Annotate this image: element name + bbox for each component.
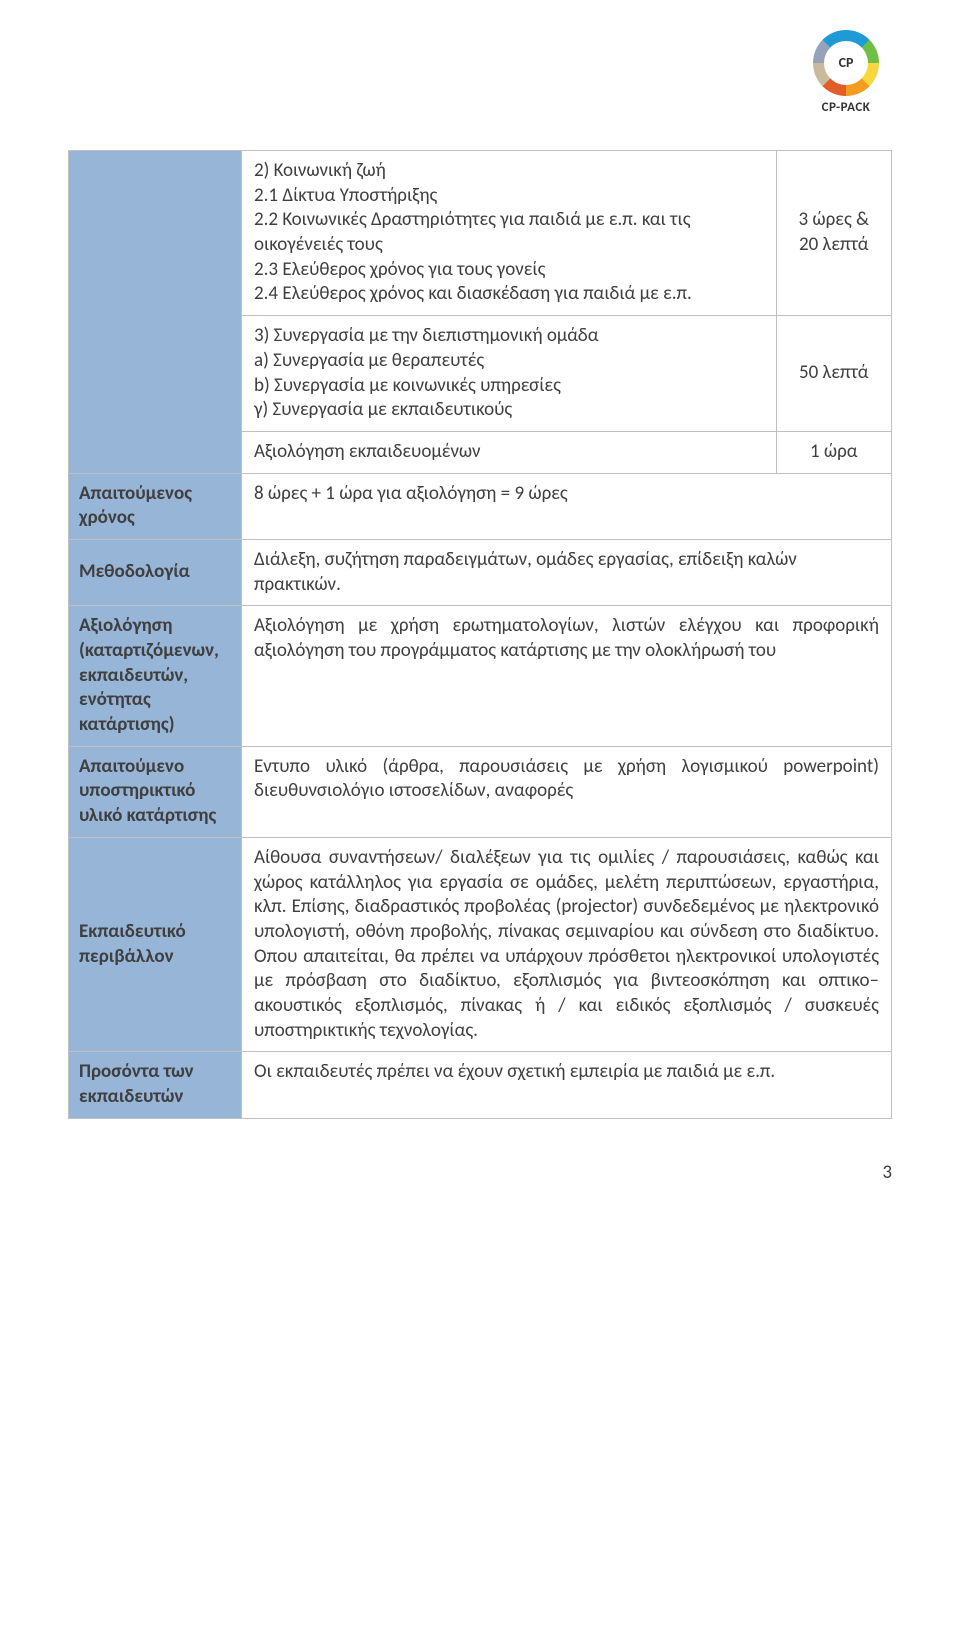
time-cell: 1 ώρα bbox=[776, 431, 891, 472]
logo-brand-text: CP-PACK bbox=[822, 100, 871, 117]
row-body: Οι εκπαιδευτές πρέπει να έχουν σχετική ε… bbox=[242, 1052, 892, 1118]
top-section-cell: 2) Κοινωνική ζωή2.1 Δίκτυα Υποστήριξης2.… bbox=[242, 151, 892, 474]
row-header: Απαιτούμενος χρόνος bbox=[69, 473, 242, 539]
top-content-cell: 3) Συνεργασία με την διεπιστημονική ομάδ… bbox=[242, 316, 776, 432]
content-line: 2) Κοινωνική ζωή bbox=[254, 159, 764, 184]
content-line: 3) Συνεργασία με την διεπιστημονική ομάδ… bbox=[254, 324, 764, 349]
content-line: 2.3 Ελεύθερος χρόνος για τους γονείς bbox=[254, 258, 764, 283]
row-body: Διάλεξη, συζήτηση παραδειγμάτων, ομάδες … bbox=[242, 539, 892, 605]
content-line: 2.2 Κοινωνικές Δραστηριότητες για παιδιά… bbox=[254, 208, 764, 257]
row-body: 8 ώρες + 1 ώρα για αξιολόγηση = 9 ώρες bbox=[242, 473, 892, 539]
top-content-cell: 2) Κοινωνική ζωή2.1 Δίκτυα Υποστήριξης2.… bbox=[242, 151, 776, 316]
time-cell: 50 λεπτά bbox=[776, 316, 891, 432]
row-body: Αξιολόγηση με χρήση ερωτηματολογίων, λισ… bbox=[242, 606, 892, 746]
row-body: Εντυπο υλικό (άρθρα, παρουσιάσεις με χρή… bbox=[242, 746, 892, 837]
content-line: Αξιολόγηση εκπαιδευομένων bbox=[254, 440, 764, 465]
top-section-inner-table: 2) Κοινωνική ζωή2.1 Δίκτυα Υποστήριξης2.… bbox=[242, 151, 891, 473]
content-line: 2.1 Δίκτυα Υποστήριξης bbox=[254, 184, 764, 209]
top-content-cell: Αξιολόγηση εκπαιδευομένων bbox=[242, 431, 776, 472]
content-line: 2.4 Ελεύθερος χρόνος και διασκέδαση για … bbox=[254, 282, 764, 307]
time-cell: 3 ώρες & 20 λεπτά bbox=[776, 151, 891, 316]
row-header: Εκπαιδευτικό περιβάλλον bbox=[69, 837, 242, 1052]
row-header: Μεθοδολογία bbox=[69, 539, 242, 605]
row-body: Αίθουσα συναντήσεων/ διαλέξεων για τις ο… bbox=[242, 837, 892, 1052]
content-line: a) Συνεργασία με θεραπευτές bbox=[254, 349, 764, 374]
row-header-blank bbox=[69, 151, 242, 474]
brand-logo: CP CP-PACK bbox=[800, 30, 892, 122]
row-header: Απαιτούμενο υποστηρικτικό υλικό κατάρτισ… bbox=[69, 746, 242, 837]
logo-bar: CP CP-PACK bbox=[68, 30, 892, 122]
row-header: Αξιολόγηση (καταρτιζόμενων, εκπαιδευτών,… bbox=[69, 606, 242, 746]
logo-short: CP bbox=[824, 41, 868, 85]
document-table: 2) Κοινωνική ζωή2.1 Δίκτυα Υποστήριξης2.… bbox=[68, 150, 892, 1119]
page-number: 3 bbox=[68, 1161, 892, 1186]
logo-circle-icon: CP bbox=[813, 30, 879, 96]
content-line: b) Συνεργασία με κοινωνικές υπηρεσίες bbox=[254, 374, 764, 399]
row-header: Προσόντα των εκπαιδευτών bbox=[69, 1052, 242, 1118]
content-line: γ) Συνεργασία με εκπαιδευτικούς bbox=[254, 398, 764, 423]
